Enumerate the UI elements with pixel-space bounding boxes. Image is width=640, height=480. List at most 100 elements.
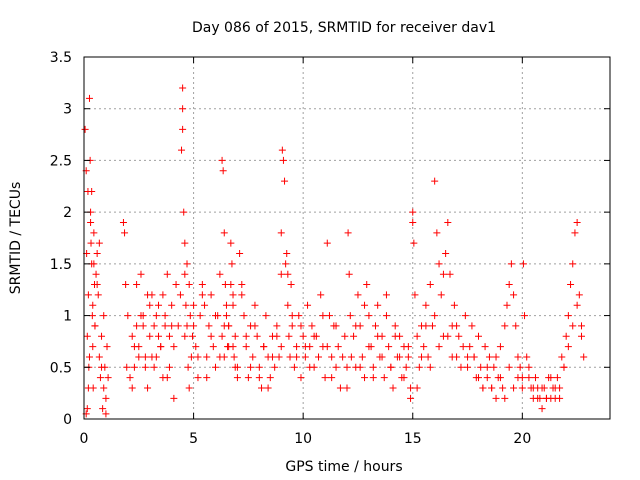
data-point xyxy=(371,322,379,330)
data-point xyxy=(288,322,296,330)
data-point xyxy=(389,384,397,392)
data-point xyxy=(321,374,329,382)
data-point xyxy=(95,353,103,361)
data-point xyxy=(205,322,213,330)
data-point xyxy=(85,94,93,102)
data-point xyxy=(170,343,178,351)
data-point xyxy=(98,363,106,371)
data-point xyxy=(426,363,434,371)
data-point xyxy=(325,312,333,320)
data-point xyxy=(514,353,522,361)
data-point xyxy=(209,343,217,351)
data-point xyxy=(198,281,206,289)
data-point xyxy=(182,301,190,309)
data-point xyxy=(146,301,154,309)
data-point xyxy=(222,301,230,309)
data-point xyxy=(179,105,187,113)
data-point xyxy=(319,312,327,320)
data-point xyxy=(464,363,472,371)
plot-frame xyxy=(83,56,611,420)
data-point xyxy=(477,363,485,371)
data-point xyxy=(410,239,418,247)
data-point xyxy=(444,332,452,340)
data-point xyxy=(553,374,561,382)
data-point xyxy=(144,291,152,299)
data-point xyxy=(431,177,439,185)
data-point xyxy=(346,312,354,320)
data-point xyxy=(501,394,509,402)
data-point xyxy=(122,281,130,289)
data-point xyxy=(448,353,456,361)
data-point xyxy=(433,229,441,237)
data-point xyxy=(328,353,336,361)
data-point xyxy=(212,312,219,320)
data-point xyxy=(277,343,285,351)
data-point xyxy=(148,353,156,361)
data-point xyxy=(404,353,412,361)
data-point xyxy=(347,353,355,361)
data-point xyxy=(251,301,259,309)
data-point xyxy=(227,239,235,247)
data-point xyxy=(531,374,539,382)
data-point xyxy=(547,374,555,382)
data-point xyxy=(84,384,92,392)
x-tick-label: 15 xyxy=(404,431,422,447)
data-point xyxy=(100,384,108,392)
data-point xyxy=(304,301,312,309)
data-point xyxy=(228,260,236,268)
data-point xyxy=(542,394,550,402)
data-point xyxy=(273,332,281,340)
data-point xyxy=(264,384,272,392)
data-point xyxy=(435,260,443,268)
data-point xyxy=(139,322,147,330)
data-point xyxy=(150,322,158,330)
data-point xyxy=(297,322,305,330)
data-point xyxy=(190,322,198,330)
data-point xyxy=(159,291,167,299)
data-point xyxy=(194,353,202,361)
data-point xyxy=(404,343,412,351)
data-point xyxy=(475,374,482,382)
data-point xyxy=(81,125,89,133)
y-tick-label: 0 xyxy=(63,412,72,428)
data-point xyxy=(190,301,198,309)
data-point xyxy=(334,343,342,351)
data-point xyxy=(356,363,364,371)
data-point xyxy=(422,322,430,330)
data-point xyxy=(575,291,583,299)
data-point xyxy=(369,363,377,371)
x-axis-label: GPS time / hours xyxy=(285,459,402,475)
data-point xyxy=(163,374,171,382)
data-point xyxy=(185,281,193,289)
y-tick-label: 3.5 xyxy=(50,50,72,66)
data-point xyxy=(141,353,149,361)
data-point xyxy=(135,353,143,361)
data-point xyxy=(271,363,279,371)
data-point xyxy=(121,229,129,237)
data-point xyxy=(310,332,318,340)
data-point xyxy=(332,322,340,330)
data-point xyxy=(580,353,588,361)
data-point xyxy=(262,312,270,320)
data-point xyxy=(277,229,285,237)
data-point xyxy=(556,394,564,402)
x-tick-label: 0 xyxy=(80,431,89,447)
grid xyxy=(84,57,610,419)
data-point xyxy=(287,281,295,289)
data-point xyxy=(87,239,95,247)
data-point xyxy=(391,322,399,330)
data-point xyxy=(481,343,489,351)
data-point xyxy=(564,312,572,320)
data-point xyxy=(284,301,292,309)
data-point xyxy=(573,301,581,309)
data-point xyxy=(411,291,419,299)
data-point xyxy=(369,374,377,382)
data-point xyxy=(424,353,432,361)
data-point xyxy=(407,384,415,392)
data-point xyxy=(402,363,410,371)
data-point xyxy=(219,167,227,175)
data-point xyxy=(295,312,303,320)
data-point xyxy=(126,374,134,382)
data-point xyxy=(352,322,360,330)
data-point xyxy=(446,270,454,278)
